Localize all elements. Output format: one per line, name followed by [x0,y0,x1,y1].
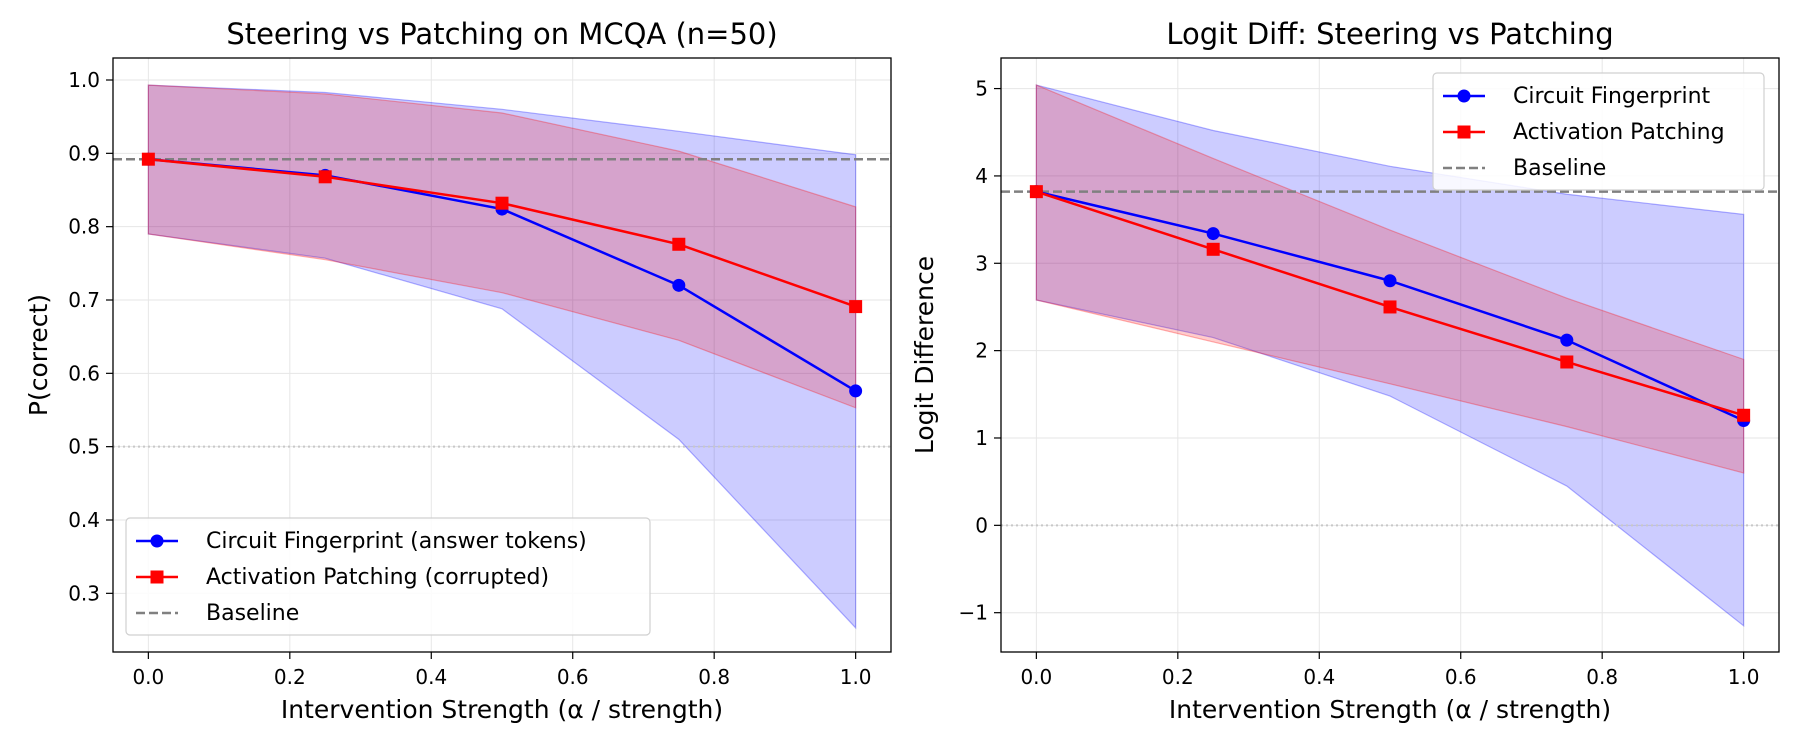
right-axes-frame [1000,57,1780,653]
right-patching-point [1560,355,1574,369]
left-patching-point [495,196,509,210]
left-x-tick-label: 0.8 [698,665,730,689]
left-chart-panel: 0.0 0.2 0.4 0.6 0.8 1.0 0.3 0.4 0.5 0.6 0.7 0.8 0.9 1… [24,17,892,724]
left-fingerprint-point [672,278,686,292]
right-x-tick-label: 0.6 [1445,665,1477,689]
left-patching-point [849,300,863,314]
left-patching-point [672,237,686,251]
right-fingerprint-confidence-band [1035,84,1745,628]
left-x-axis-label: Intervention Strength (α / strength) [281,695,723,724]
left-x-tick-label: 1.0 [840,665,872,689]
right-y-tick-label: −1 [959,601,988,625]
right-legend-baseline-label: Baseline [1513,156,1606,181]
right-y-axis-label: Logit Difference [910,256,939,454]
left-y-tick-label: 0.7 [68,288,100,312]
left-x-tick-label: 0.4 [415,665,447,689]
left-patching-point [141,152,155,166]
left-y-tick-label: 0.6 [68,361,100,385]
right-x-tick-label: 1.0 [1728,665,1760,689]
left-y-tick-label: 0.5 [68,435,100,459]
right-legend-patching-marker [1457,125,1471,139]
right-y-tick-label: 4 [975,164,988,188]
left-legend: Circuit Fingerprint (answer tokens) Activ… [125,517,651,636]
left-patching-confidence-band [147,84,857,409]
left-x-tick-label: 0.0 [132,665,164,689]
right-y-tick-label: 5 [975,77,988,101]
left-legend-box [125,517,651,636]
right-patching-point [1737,408,1751,422]
right-patching-point [1029,185,1043,199]
right-legend-box [1432,72,1765,191]
right-y-tick-label: 2 [975,339,988,363]
right-y-tick-label: 3 [975,251,988,275]
left-y-axis-label: P(correct) [24,294,53,416]
right-legend: Circuit Fingerprint Activation Patching Ba… [1432,72,1765,191]
right-x-tick-label: 0.2 [1162,665,1194,689]
left-chart-title: Steering vs Patching on MCQA (n=50) [226,17,777,51]
left-y-tick-label: 0.3 [68,581,100,605]
left-legend-fingerprint-label: Circuit Fingerprint (answer tokens) [206,529,587,554]
right-x-axis-label: Intervention Strength (α / strength) [1169,695,1611,724]
left-x-tick-label: 0.6 [557,665,589,689]
left-x-tick-label: 0.2 [274,665,306,689]
right-y-tick-label: 1 [975,426,988,450]
right-fingerprint-point [1206,227,1220,241]
right-chart-title: Logit Diff: Steering vs Patching [1166,17,1613,51]
left-fingerprint-point [849,384,863,398]
left-fingerprint-confidence-band [147,84,857,630]
right-chart-panel: 0.0 0.2 0.4 0.6 0.8 1.0 −1 0 1 2 3 4 5 Logit Diff: St… [910,17,1780,724]
right-x-tick-label: 0.4 [1303,665,1335,689]
right-y-tick-label: 0 [975,513,988,537]
left-y-tick-label: 1.0 [68,68,100,92]
right-x-tick-label: 0.8 [1586,665,1618,689]
left-legend-baseline-label: Baseline [206,601,299,626]
right-legend-fingerprint-marker [1457,89,1471,103]
left-axes-frame [112,57,892,653]
left-legend-fingerprint-marker [150,534,164,548]
right-patching-point [1206,242,1220,256]
right-fingerprint-point [1560,333,1574,347]
right-legend-fingerprint-label: Circuit Fingerprint [1513,84,1711,109]
right-x-tick-label: 0.0 [1020,665,1052,689]
left-legend-patching-marker [150,570,164,584]
right-patching-point [1383,300,1397,314]
right-legend-patching-label: Activation Patching [1513,120,1725,145]
left-legend-patching-label: Activation Patching (corrupted) [206,565,549,590]
left-patching-point [318,170,332,184]
left-y-tick-label: 0.9 [68,141,100,165]
right-fingerprint-point [1383,274,1397,288]
left-y-tick-label: 0.8 [68,215,100,239]
left-y-tick-label: 0.4 [68,508,100,532]
